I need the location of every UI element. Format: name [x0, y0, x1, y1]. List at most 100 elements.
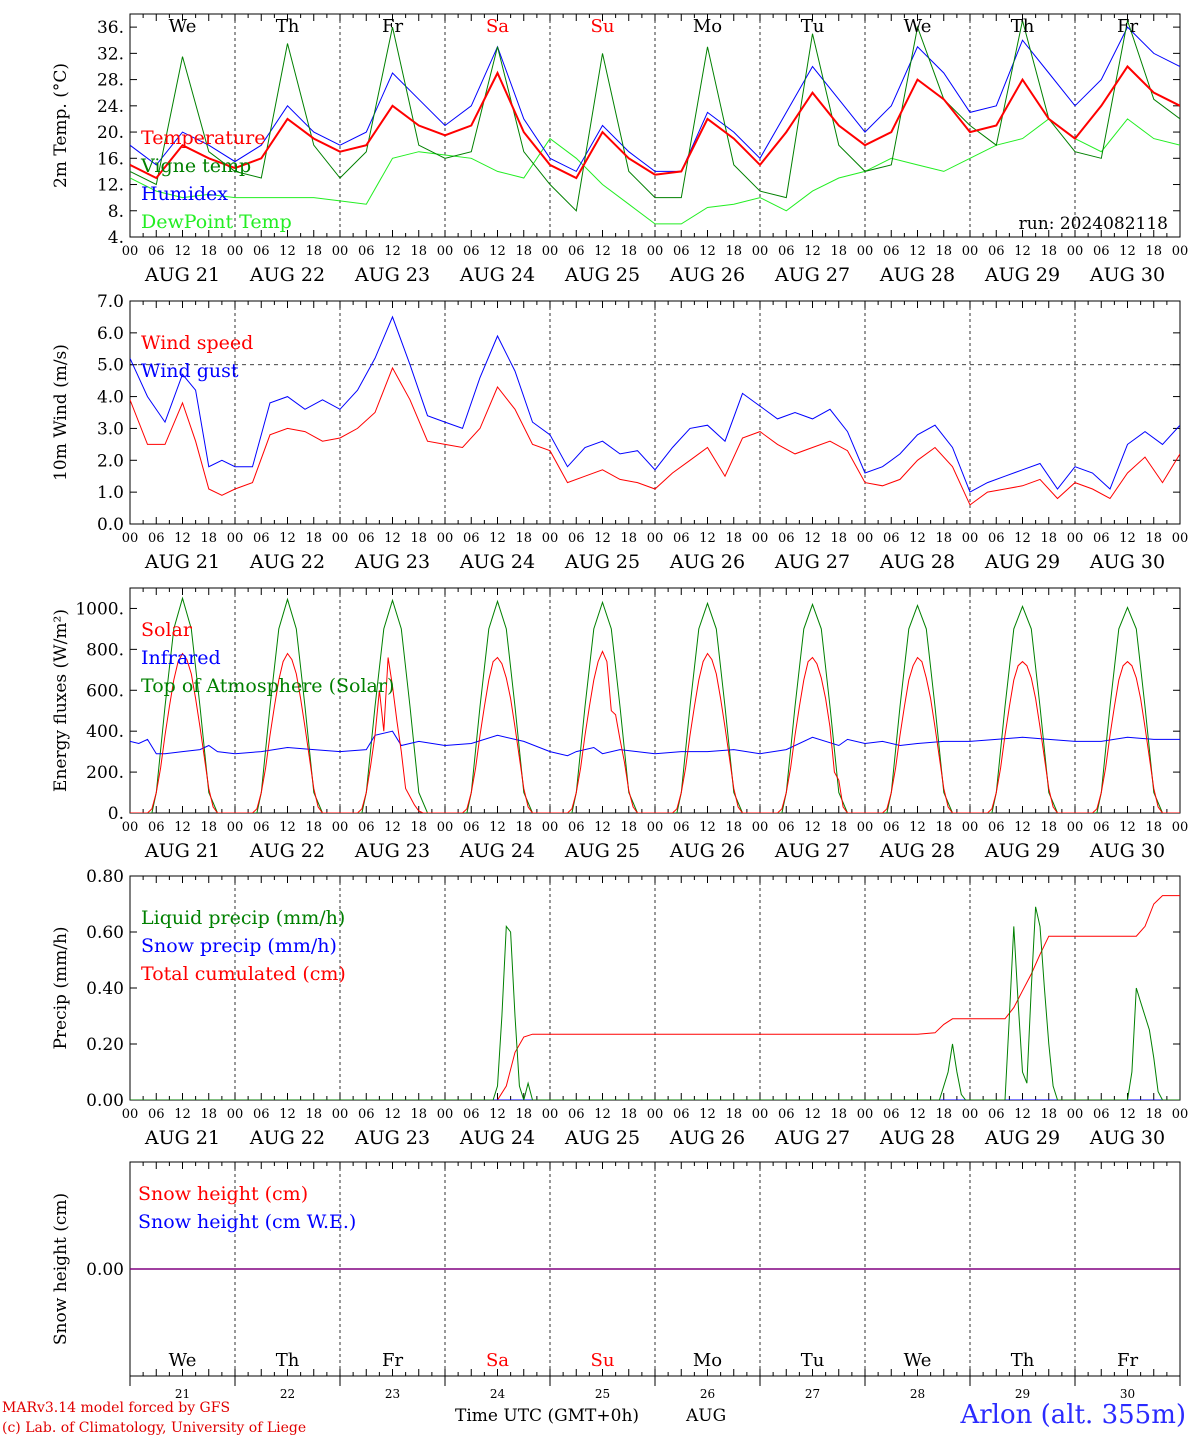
- hour-tick-label: 06: [463, 244, 480, 259]
- hour-tick-label: 12: [909, 244, 926, 259]
- hour-tick-label: 06: [253, 820, 270, 835]
- hour-tick-label: 12: [174, 244, 191, 259]
- y-tick-label: 0.40: [86, 979, 124, 999]
- date-label: AUG 25: [564, 264, 640, 286]
- day-name: Th: [1011, 1350, 1035, 1371]
- hour-tick-label: 00: [857, 244, 874, 259]
- date-label: AUG 27: [774, 840, 850, 862]
- legend-label: Snow height (cm): [138, 1183, 308, 1205]
- hour-tick-label: 00: [857, 531, 874, 546]
- hour-tick-label: 00: [752, 1107, 769, 1122]
- hour-tick-label: 18: [515, 1107, 532, 1122]
- legend-label: Vigne temp: [140, 155, 251, 177]
- y-tick-label: 7.0: [97, 292, 124, 312]
- panel-frame: [129, 300, 1181, 525]
- series-line-solar: [130, 650, 1180, 813]
- day-name: Th: [276, 16, 300, 37]
- legend-label: Total cumulated (cm): [141, 963, 346, 985]
- hour-tick-label: 18: [620, 244, 637, 259]
- hour-tick-label: 00: [1172, 531, 1189, 546]
- hour-tick-label: 18: [935, 1107, 952, 1122]
- day-name: Tu: [801, 16, 825, 37]
- hour-tick-label: 12: [804, 244, 821, 259]
- panel-frame: [129, 587, 1181, 814]
- hour-tick-label: 18: [1145, 820, 1162, 835]
- hour-tick-label: 06: [568, 244, 585, 259]
- hour-tick-label: 06: [148, 531, 165, 546]
- hour-tick-label: 06: [778, 244, 795, 259]
- hour-tick-label: 12: [1119, 820, 1136, 835]
- y-tick-label: 4.0: [97, 388, 124, 408]
- hour-tick-label: 12: [909, 820, 926, 835]
- hour-tick-label: 18: [200, 820, 217, 835]
- date-label: AUG 21: [144, 551, 220, 573]
- hour-tick-label: 00: [962, 1107, 979, 1122]
- hour-tick-label: 12: [804, 1107, 821, 1122]
- date-label: AUG 28: [879, 1127, 955, 1149]
- run-annotation: run: 2024082118: [1019, 214, 1168, 234]
- hour-tick-label: 06: [988, 531, 1005, 546]
- hour-tick-label: 00: [227, 1107, 244, 1122]
- date-label: AUG 22: [249, 840, 325, 862]
- y-tick-label: 5.0: [97, 356, 124, 376]
- hour-tick-label: 18: [1145, 1107, 1162, 1122]
- hour-tick-label: 18: [1040, 244, 1057, 259]
- hour-tick-label: 00: [227, 820, 244, 835]
- hour-tick-label: 06: [358, 820, 375, 835]
- hour-tick-label: 18: [620, 1107, 637, 1122]
- hour-tick-label: 12: [279, 1107, 296, 1122]
- hour-tick-label: 12: [699, 1107, 716, 1122]
- date-label: AUG 28: [879, 264, 955, 286]
- series-line-wind-gust: [130, 315, 1180, 493]
- hour-tick-label: 18: [1040, 531, 1057, 546]
- credit-line-2: (c) Lab. of Climatology, University of L…: [2, 1420, 307, 1436]
- y-tick-label: 36.: [97, 18, 124, 38]
- series-line-dewpoint-temp: [130, 118, 1180, 225]
- hour-tick-label: 18: [305, 244, 322, 259]
- hour-tick-label: 12: [174, 820, 191, 835]
- hour-tick-label: 12: [174, 1107, 191, 1122]
- y-tick-label: 0.60: [86, 923, 124, 943]
- hour-tick-label: 00: [1172, 244, 1189, 259]
- date-label: AUG 30: [1089, 1127, 1165, 1149]
- hour-tick-label: 06: [463, 820, 480, 835]
- day-name: Fr: [382, 16, 403, 37]
- y-tick-label: 4.: [108, 228, 124, 248]
- date-label: AUG 23: [354, 1127, 430, 1149]
- hour-tick-label: 00: [332, 1107, 349, 1122]
- hour-tick-label: 18: [515, 244, 532, 259]
- hour-tick-label: 00: [647, 244, 664, 259]
- series-line-humidex: [130, 26, 1180, 173]
- hour-tick-label: 00: [227, 531, 244, 546]
- day-name: Sa: [486, 16, 509, 37]
- legend-label: DewPoint Temp: [141, 211, 292, 233]
- series-line-top-of-atmosphere-solar-: [130, 596, 1180, 813]
- hour-tick-label: 00: [647, 1107, 664, 1122]
- hour-tick-label: 06: [148, 1107, 165, 1122]
- date-label: AUG 22: [249, 264, 325, 286]
- y-tick-label: 0.: [108, 804, 124, 824]
- date-number: 22: [280, 1387, 295, 1401]
- series-line-infrared: [130, 730, 1180, 757]
- hour-tick-label: 06: [253, 1107, 270, 1122]
- day-name: Mo: [693, 1350, 722, 1371]
- hour-tick-label: 12: [909, 1107, 926, 1122]
- hour-tick-label: 06: [358, 531, 375, 546]
- hour-tick-label: 00: [752, 244, 769, 259]
- date-number: 29: [1015, 1387, 1030, 1401]
- hour-tick-label: 00: [1067, 244, 1084, 259]
- hour-tick-label: 00: [122, 820, 139, 835]
- hour-tick-label: 06: [883, 531, 900, 546]
- hour-tick-label: 00: [437, 244, 454, 259]
- hour-tick-label: 18: [830, 1107, 847, 1122]
- series-line-temperature: [130, 64, 1180, 180]
- y-tick-label: 1.0: [97, 483, 124, 503]
- hour-tick-label: 12: [489, 820, 506, 835]
- date-number: 23: [385, 1387, 400, 1401]
- x-axis-label: Time UTC (GMT+0h): [455, 1406, 640, 1426]
- hour-tick-label: 06: [673, 531, 690, 546]
- hour-tick-label: 06: [673, 820, 690, 835]
- hour-tick-label: 00: [962, 244, 979, 259]
- hour-tick-label: 12: [909, 531, 926, 546]
